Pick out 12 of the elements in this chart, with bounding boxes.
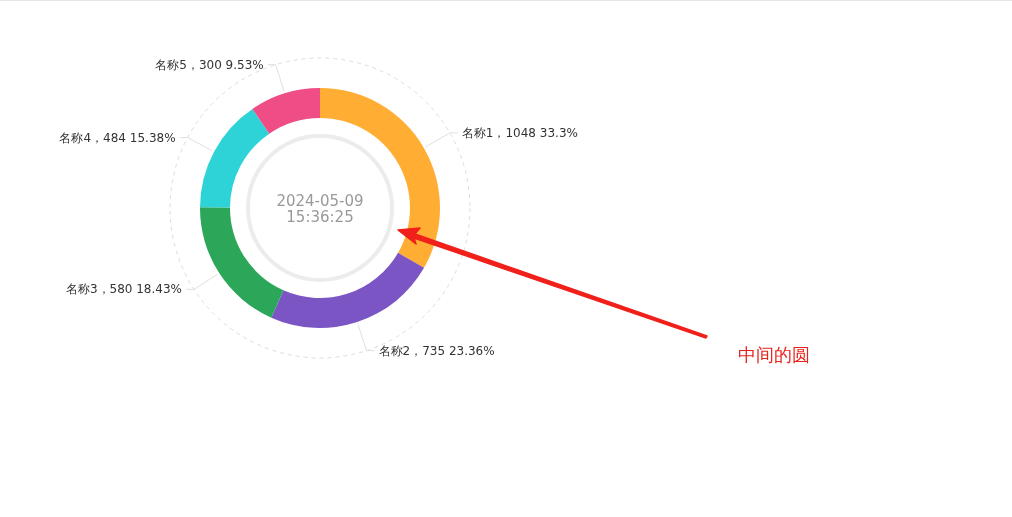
slice-label: 名称5，300 9.53% (155, 57, 264, 72)
donut-slice (200, 207, 284, 318)
text: 中间的圆 (738, 344, 810, 365)
slice-label: 名称3，580 18.43% (65, 282, 182, 297)
donut-slice (271, 252, 425, 328)
text: 2024-05-09 (276, 192, 364, 210)
text: 15:36:25 (286, 208, 354, 226)
slice-label: 名称4，484 15.38% (59, 130, 176, 145)
slice-label: 名称2，735 23.36% (378, 343, 495, 358)
slice-label: 名称1，1048 33.3% (461, 125, 578, 140)
donut-slice (200, 108, 270, 208)
donut-slice (252, 88, 320, 134)
